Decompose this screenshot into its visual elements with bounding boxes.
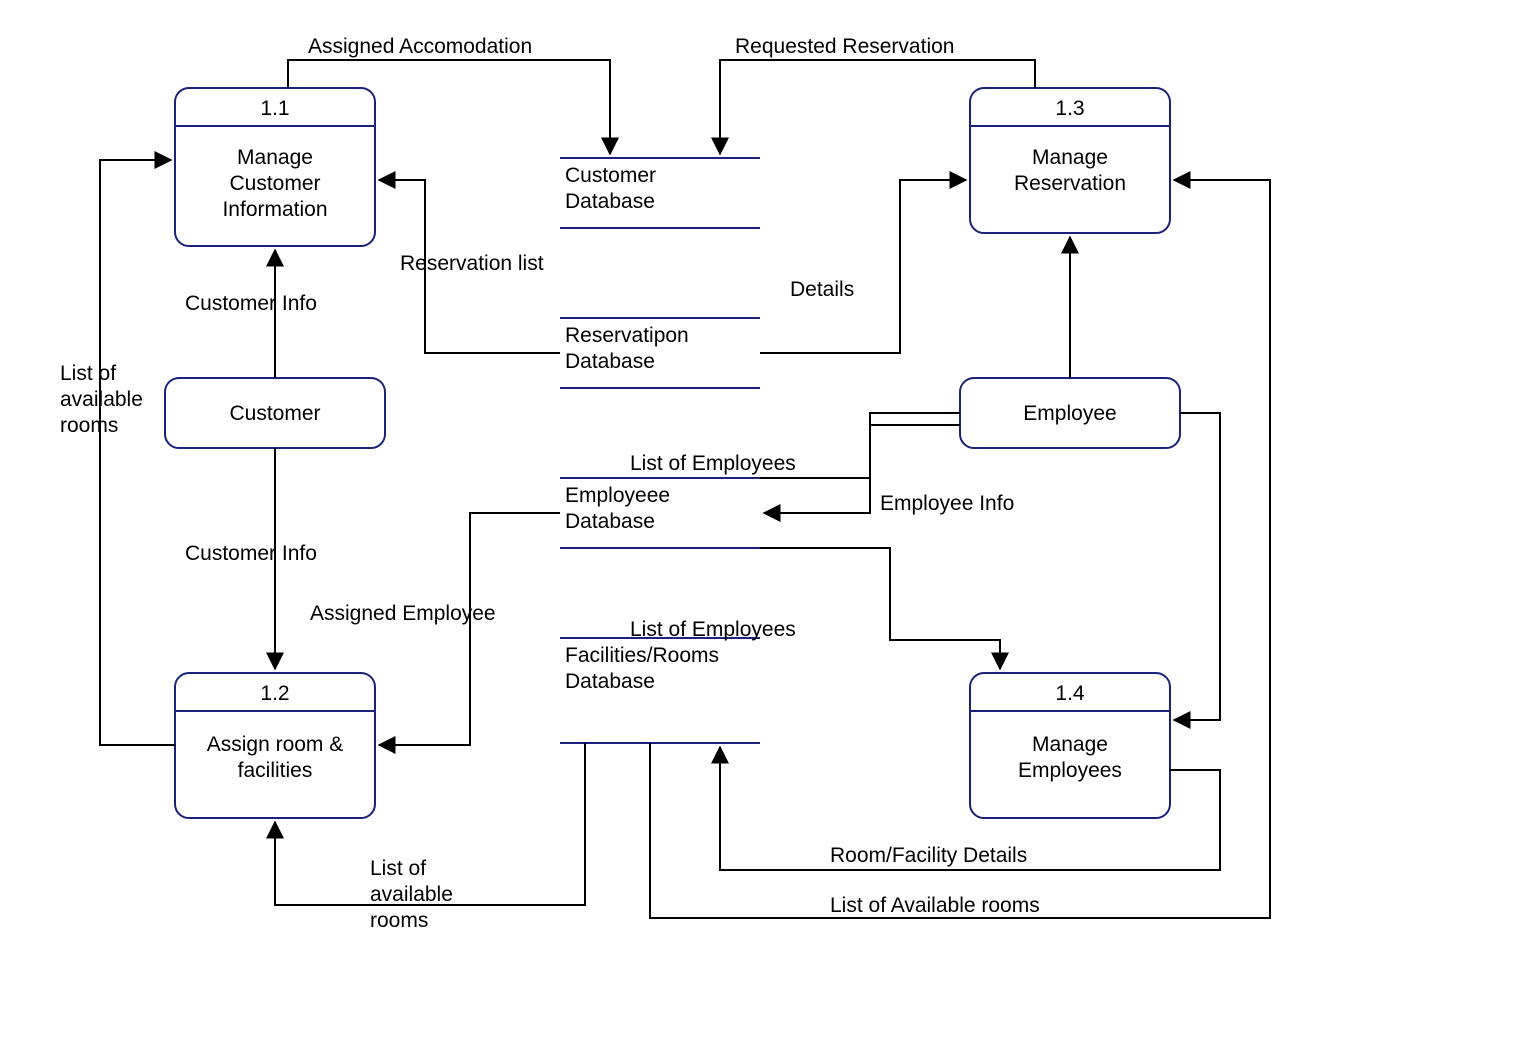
process-1-2-line2: facilities <box>238 759 313 782</box>
flow-customer-info-top-label: Customer Info <box>185 292 317 315</box>
process-1-2: 1.2 Assign room & facilities <box>175 673 375 818</box>
flow-list-available-rooms-bottom-l3: rooms <box>370 909 428 932</box>
datastore-employee-l1: Employeee <box>565 484 670 507</box>
process-1-1-line3: Information <box>222 198 327 221</box>
flow-list-available-rooms-left: List of available rooms <box>60 160 175 745</box>
flow-details: Details <box>760 180 966 353</box>
flow-customer-info-top: Customer Info <box>185 250 317 378</box>
process-1-4: 1.4 Manage Employees <box>970 673 1170 818</box>
process-1-3-line2: Reservation <box>1014 172 1126 195</box>
entity-employee: Employee <box>960 378 1180 448</box>
flow-list-available-rooms-right-label: List of Available rooms <box>830 894 1040 917</box>
flow-list-employees-bottom-label: List of Employees <box>630 618 796 641</box>
entity-customer: Customer <box>165 378 385 448</box>
datastore-customer-l2: Database <box>565 190 655 213</box>
flow-list-available-rooms-bottom-l2: available <box>370 883 453 906</box>
datastore-facilities-l1: Facilities/Rooms <box>565 644 719 667</box>
flow-list-available-rooms-left-l3: rooms <box>60 414 118 437</box>
datastore-facilities-l2: Database <box>565 670 655 693</box>
datastore-employee: Employeee Database <box>560 478 760 548</box>
flow-room-facility-details-label: Room/Facility Details <box>830 844 1027 867</box>
flow-reservation-list: Reservation list <box>379 180 560 353</box>
entity-customer-label: Customer <box>229 402 320 425</box>
process-1-3-id: 1.3 <box>1055 97 1084 120</box>
process-1-1-line2: Customer <box>229 172 320 195</box>
flow-assigned-employee-label: Assigned Employee <box>310 602 496 625</box>
datastore-reservation-l2: Database <box>565 350 655 373</box>
flow-reservation-list-label: Reservation list <box>400 252 544 275</box>
process-1-1-line1: Manage <box>237 146 313 169</box>
process-1-3-line1: Manage <box>1032 146 1108 169</box>
process-1-1: 1.1 Manage Customer Information <box>175 88 375 246</box>
process-1-3: 1.3 Manage Reservation <box>970 88 1170 233</box>
datastore-customer: Customer Database <box>560 158 760 228</box>
process-1-4-line2: Employees <box>1018 759 1122 782</box>
dfd-diagram: 1.1 Manage Customer Information 1.2 Assi… <box>0 0 1526 1050</box>
flow-requested-reservation-label: Requested Reservation <box>735 35 954 58</box>
flow-employee-to-1-4 <box>1174 413 1220 720</box>
flow-customer-info-bottom: Customer Info <box>185 448 317 669</box>
process-1-4-line1: Manage <box>1032 733 1108 756</box>
flow-details-label: Details <box>790 278 854 301</box>
datastore-reservation: Reservatipon Database <box>560 318 760 388</box>
process-1-2-line1: Assign room & <box>207 733 344 756</box>
datastore-customer-l1: Customer <box>565 164 656 187</box>
process-1-1-id: 1.1 <box>260 97 289 120</box>
process-1-2-id: 1.2 <box>260 682 289 705</box>
datastore-employee-l2: Database <box>565 510 655 533</box>
flow-list-employees-top-label: List of Employees <box>630 452 796 475</box>
datastore-reservation-l1: Reservatipon <box>565 324 689 347</box>
flow-list-available-rooms-bottom-l1: List of <box>370 857 426 880</box>
flow-customer-info-bottom-label: Customer Info <box>185 542 317 565</box>
flow-list-employees-top: List of Employees <box>630 425 960 478</box>
flow-list-available-rooms-left-l1: List of <box>60 362 116 385</box>
entity-employee-label: Employee <box>1023 402 1116 425</box>
flow-employee-info-label: Employee Info <box>880 492 1014 515</box>
flow-list-available-rooms-left-l2: available <box>60 388 143 411</box>
process-1-4-id: 1.4 <box>1055 682 1085 705</box>
flow-assigned-accomodation-label: Assigned Accomodation <box>308 35 532 58</box>
datastore-facilities: Facilities/Rooms Database <box>560 638 760 743</box>
